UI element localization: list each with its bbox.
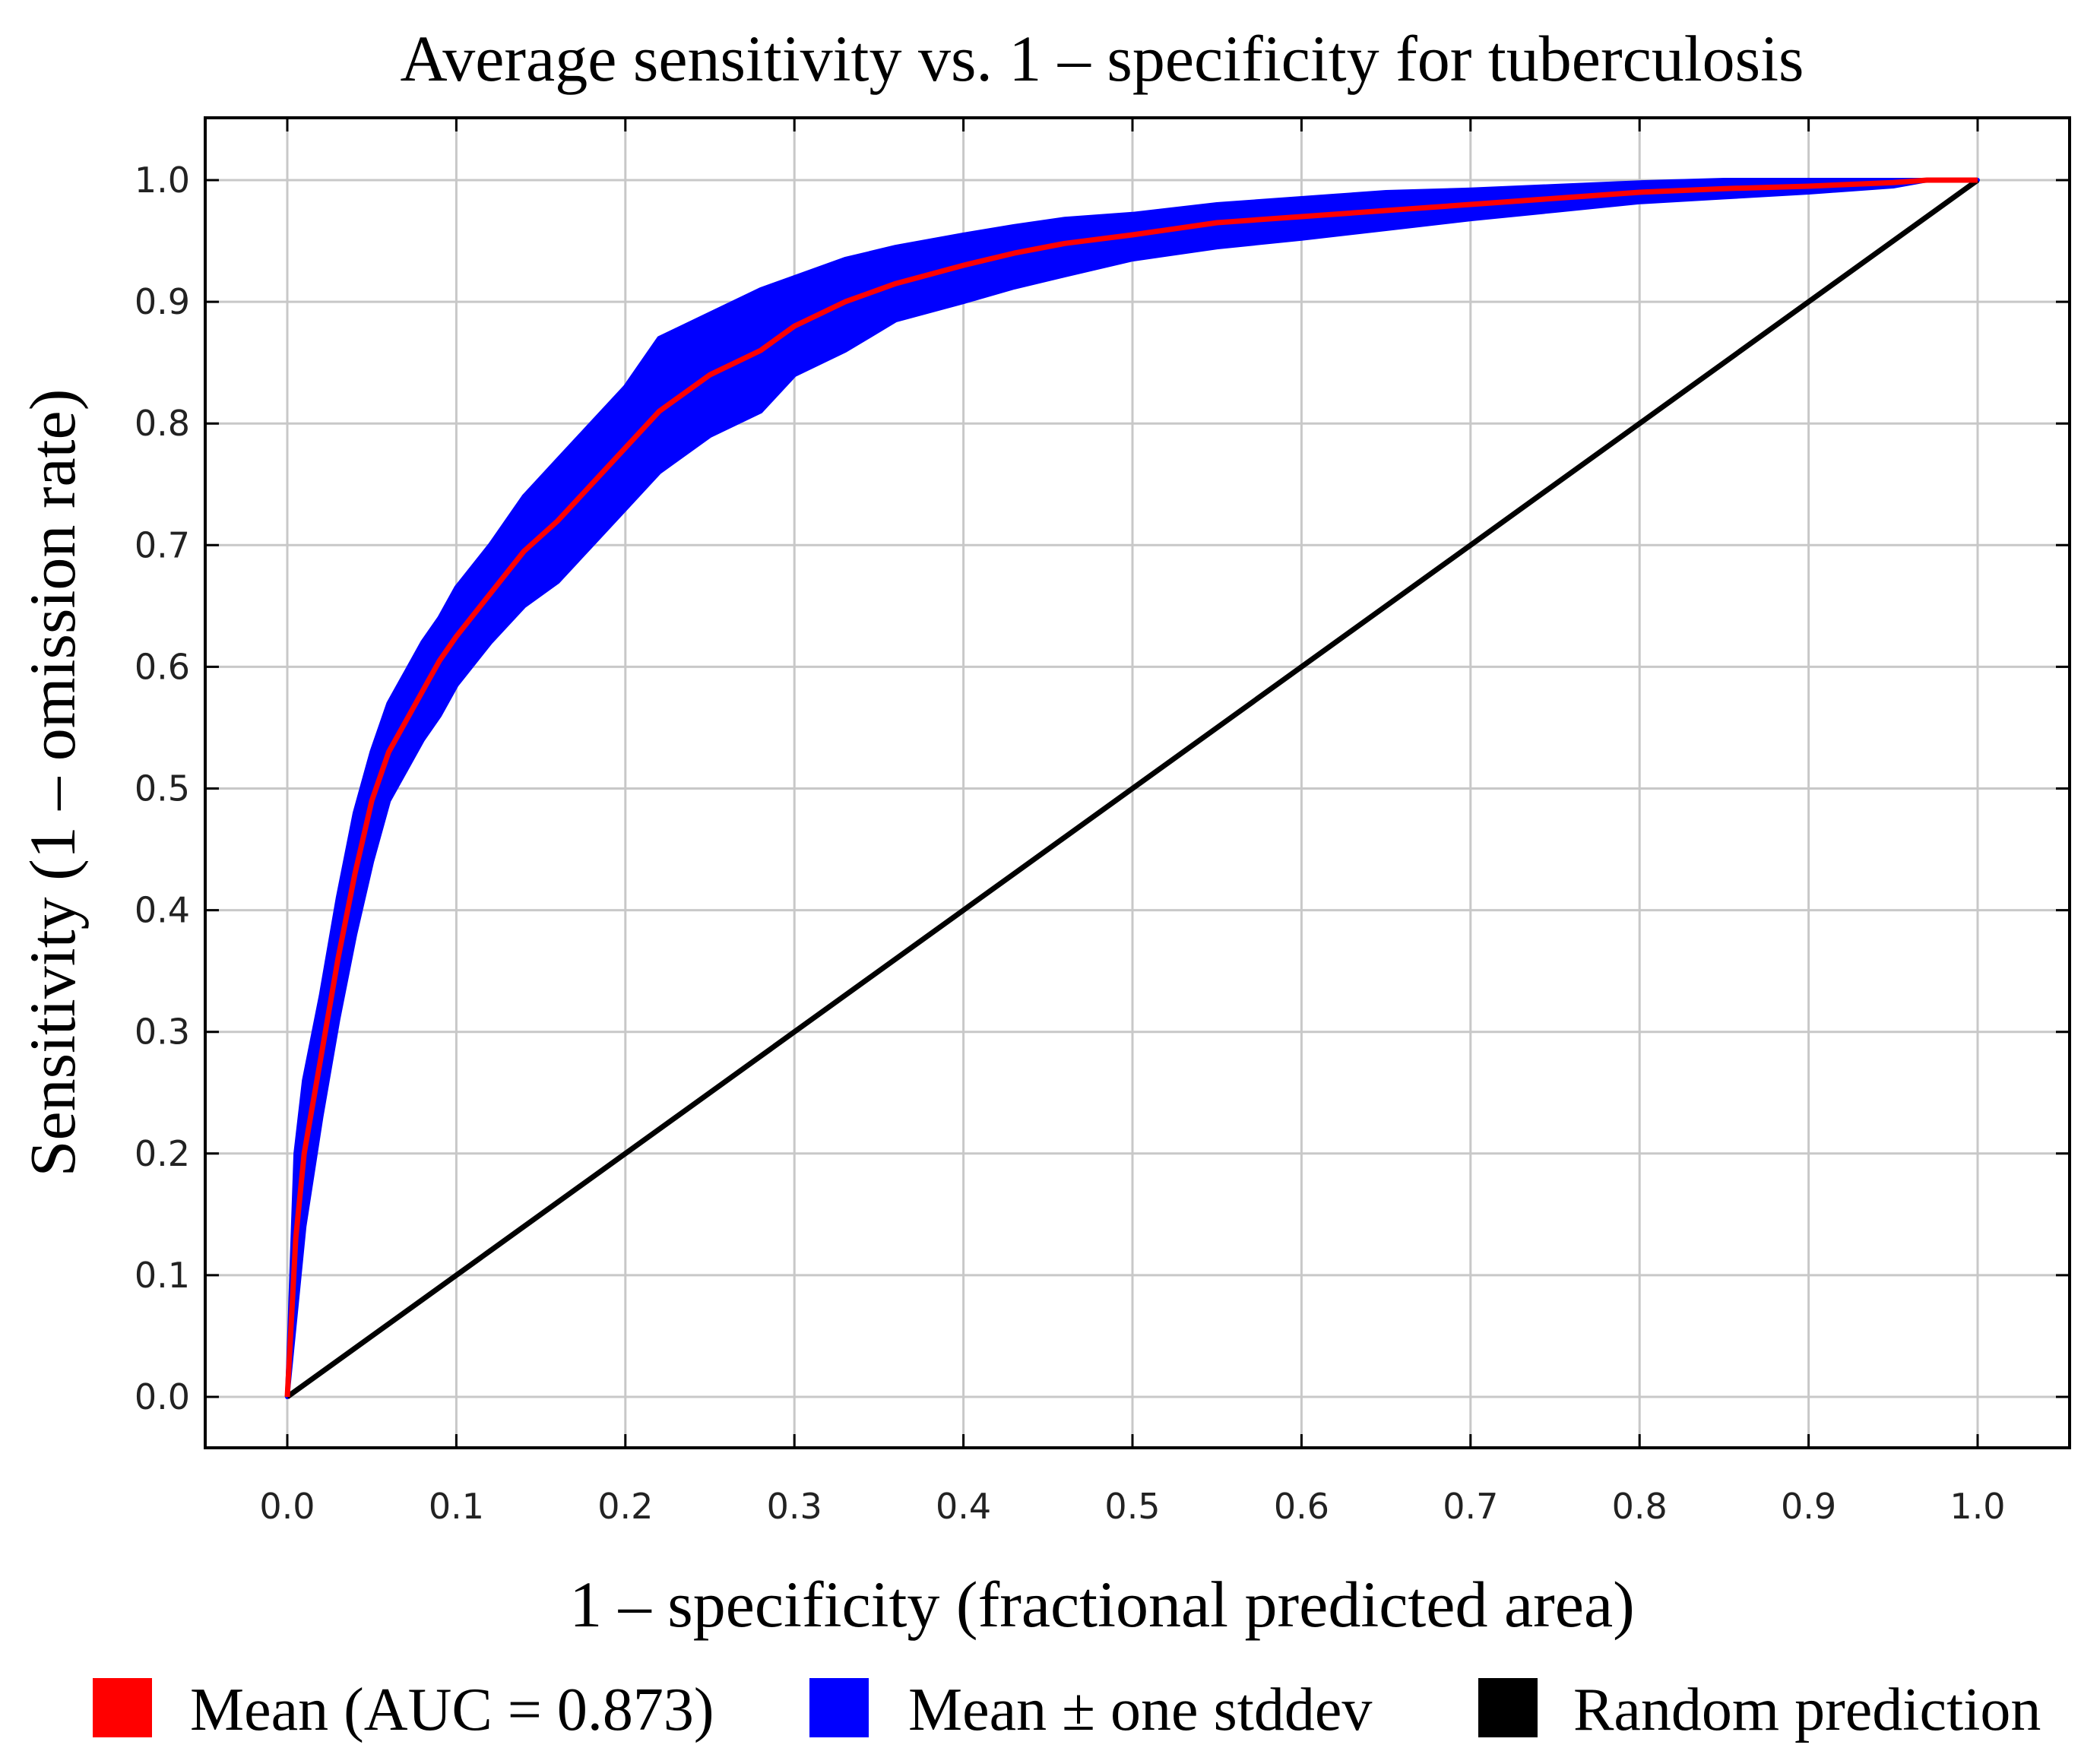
gridlines: [205, 118, 2070, 1448]
series-lines: [284, 177, 1980, 1399]
legend-swatch-random: [1478, 1678, 1538, 1737]
y-tick-label: 0.7: [135, 524, 190, 565]
x-tick-label: 0.9: [1781, 1486, 1836, 1527]
y-tick-label: 0.0: [135, 1376, 190, 1417]
legend-label-stddev: Mean ± one stddev: [908, 1677, 1372, 1743]
x-tick-label: 1.0: [1950, 1486, 2005, 1527]
y-tick-label: 0.8: [135, 403, 190, 444]
x-tick-label: 0.8: [1612, 1486, 1668, 1527]
legend-label-random: Random prediction: [1573, 1677, 2041, 1743]
y-tick-label: 0.4: [135, 890, 190, 931]
x-tick-label: 0.0: [259, 1486, 315, 1527]
legend-swatch-mean: [93, 1678, 152, 1737]
y-tick-label: 0.5: [135, 768, 190, 809]
chart-title: Average sensitivity vs. 1 – specificity …: [401, 22, 1804, 95]
legend-swatch-stddev: [809, 1678, 869, 1737]
legend: Mean (AUC = 0.873) Mean ± one stddev Ran…: [93, 1677, 2041, 1743]
x-tick-label: 0.5: [1104, 1486, 1160, 1527]
plot-frame: [204, 116, 2071, 1449]
y-tick-label: 0.1: [135, 1255, 190, 1296]
random-prediction-line: [285, 178, 1980, 1399]
x-tick-label: 0.6: [1274, 1486, 1329, 1527]
y-tick-label: 0.6: [135, 646, 190, 687]
legend-label-mean: Mean (AUC = 0.873): [190, 1677, 714, 1743]
x-tick-label: 0.4: [936, 1486, 991, 1527]
x-tick-label: 0.7: [1443, 1486, 1498, 1527]
y-tick-label: 0.2: [135, 1133, 190, 1174]
y-tick-label: 1.0: [135, 160, 190, 201]
mean-roc-line: [284, 177, 1978, 1398]
x-tick-label: 0.2: [597, 1486, 653, 1527]
y-tick-label: 0.9: [135, 281, 190, 322]
axis-ticks: 0.0 0.1 0.2 0.3 0.4 0.5 0.6 0.7 0.8 0.9 1.0 0.0 0.1 0…: [135, 118, 2070, 1527]
x-tick-label: 0.1: [429, 1486, 484, 1527]
y-tick-label: 0.3: [135, 1012, 190, 1053]
y-axis-label: Sensitivity (1 – omission rate): [16, 389, 89, 1177]
x-axis-label: 1 – specificity (fractional predicted ar…: [569, 1568, 1635, 1641]
x-tick-label: 0.3: [767, 1486, 822, 1527]
